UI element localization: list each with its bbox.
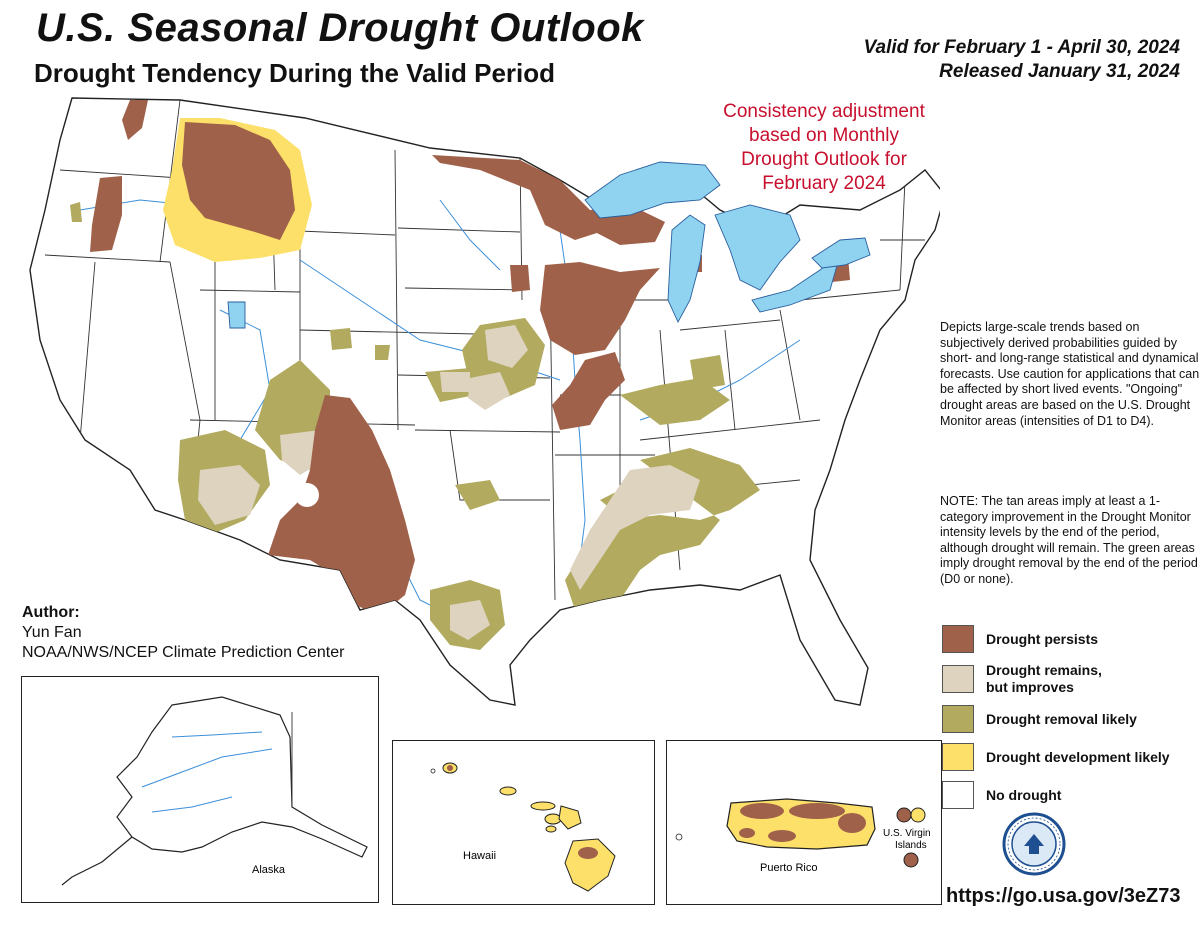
virgin-islands-label-1: U.S. Virgin bbox=[883, 828, 931, 839]
method-description: Depicts large-scale trends based on subj… bbox=[940, 320, 1200, 428]
map-subtitle: Drought Tendency During the Valid Period bbox=[34, 58, 556, 88]
commerce-seal-icon bbox=[1002, 812, 1066, 876]
nm-no-drought-spot bbox=[295, 483, 319, 507]
legend-label: No drought bbox=[986, 786, 1062, 803]
consistency-line-3: Drought Outlook for bbox=[741, 149, 907, 170]
legend-item-removal: Drought removal likely bbox=[942, 700, 1200, 738]
legend-label: Drought remains, but improves bbox=[986, 662, 1102, 695]
source-link[interactable]: https://go.usa.gov/3eZ73 bbox=[946, 885, 1181, 907]
map-title: U.S. Seasonal Drought Outlook bbox=[36, 6, 644, 50]
puerto-rico-label: Puerto Rico bbox=[760, 862, 817, 874]
legend-swatch bbox=[942, 781, 974, 809]
drought-persists-areas bbox=[90, 100, 850, 615]
alaska-rivers bbox=[141, 731, 273, 813]
legend-swatch bbox=[942, 625, 974, 653]
conus-map bbox=[29, 97, 940, 706]
validity-dates: Valid for February 1 - April 30, 2024 Re… bbox=[864, 36, 1180, 84]
legend-item-persists: Drought persists bbox=[942, 620, 1200, 658]
legend-label: Drought removal likely bbox=[986, 710, 1137, 727]
hawaii-inset: Hawaii bbox=[392, 740, 655, 905]
puerto-rico-inset: Puerto Rico U.S. Virgin Islands bbox=[666, 740, 942, 905]
great-lakes bbox=[227, 161, 871, 329]
legend-swatch bbox=[942, 705, 974, 733]
consistency-line-4: February 2024 bbox=[762, 173, 886, 194]
legend-swatch bbox=[942, 665, 974, 693]
hawaii-label: Hawaii bbox=[463, 850, 496, 862]
release-date: Released January 31, 2024 bbox=[939, 61, 1180, 82]
virgin-islands-label-2: Islands bbox=[895, 840, 927, 851]
consistency-line-1: Consistency adjustment bbox=[723, 101, 925, 122]
legend-label: Drought development likely bbox=[986, 748, 1170, 765]
puerto-rico-map: Puerto Rico U.S. Virgin Islands bbox=[675, 798, 931, 874]
valid-period: Valid for February 1 - April 30, 2024 bbox=[863, 37, 1180, 58]
legend-item-improves: Drought remains, but improves bbox=[942, 658, 1200, 700]
tan-green-note: NOTE: The tan areas imply at least a 1-c… bbox=[940, 494, 1198, 586]
legend-item-no-drought: No drought bbox=[942, 776, 1200, 814]
author-block: Author: Yun Fan NOAA/NWS/NCEP Climate Pr… bbox=[22, 603, 344, 663]
author-label: Author: bbox=[22, 604, 80, 621]
alaska-map: Alaska bbox=[61, 696, 368, 886]
legend: Drought persists Drought remains, but im… bbox=[942, 620, 1200, 814]
consistency-adjustment-note: Consistency adjustment based on Monthly … bbox=[700, 100, 948, 196]
author-name: Yun Fan bbox=[22, 624, 82, 641]
author-organization: NOAA/NWS/NCEP Climate Prediction Center bbox=[22, 644, 345, 661]
hawaii-map: Hawaii bbox=[430, 762, 616, 892]
alaska-label: Alaska bbox=[252, 864, 286, 876]
legend-label: Drought persists bbox=[986, 630, 1099, 647]
alaska-inset: Alaska bbox=[21, 676, 379, 903]
consistency-line-2: based on Monthly bbox=[749, 125, 899, 146]
legend-item-development: Drought development likely bbox=[942, 738, 1200, 776]
legend-swatch bbox=[942, 743, 974, 771]
